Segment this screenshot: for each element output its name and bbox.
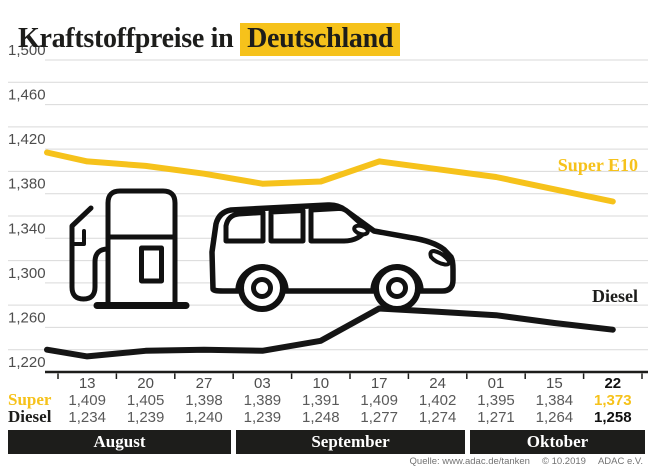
diesel-price-row: Diesel 1,234 1,239 1,240 1,239 1,248 1,277 1,2… — [0, 407, 650, 427]
diesel-price-value: 1,264 — [535, 409, 574, 426]
super-price-value: 1,409 — [68, 392, 106, 409]
super-e10-series-label: Super E10 — [558, 155, 638, 175]
y-tick-label: 1,260 — [8, 309, 46, 326]
y-tick-label: 1,340 — [8, 220, 46, 237]
super-price-value: 1,409 — [360, 392, 398, 409]
month-band-oktober: Oktober — [470, 430, 645, 454]
x-date-label: 20 — [137, 375, 154, 392]
diesel-price-value: 1,274 — [418, 409, 457, 426]
x-date-label: 13 — [78, 375, 96, 392]
month-band-august: August — [8, 430, 231, 454]
y-tick-label: 1,500 — [8, 42, 46, 59]
y-tick-label: 1,460 — [8, 87, 46, 104]
diesel-price-value: 1,271 — [477, 409, 515, 426]
super-price-value: 1,395 — [477, 392, 515, 409]
y-tick-label: 1,300 — [8, 265, 46, 282]
x-date-label: 24 — [429, 375, 446, 392]
super-price-value: 1,405 — [126, 392, 165, 409]
super-price-value: 1,402 — [418, 392, 457, 409]
source-text: Quelle: www.adac.de/tanken — [409, 456, 530, 467]
super-row-label: Super — [8, 390, 52, 409]
super-e10-line — [44, 149, 616, 205]
x-date-label: 03 — [254, 375, 271, 392]
diesel-row-label: Diesel — [8, 407, 52, 426]
x-date-label: 17 — [370, 375, 388, 392]
price-line-chart: 1,500 1,460 1,420 1,380 1,340 1,300 1,260 1,220 — [8, 42, 648, 379]
super-price-value: 1,389 — [243, 392, 282, 409]
super-price-value: 1,391 — [302, 392, 340, 409]
source-footer: Quelle: www.adac.de/tanken © 10.2019 ADA… — [410, 456, 643, 467]
page-title: Kraftstoffpreise in Deutschland — [18, 22, 401, 56]
title-highlight: Deutschland — [240, 22, 401, 56]
diesel-price-value: 1,248 — [302, 409, 340, 426]
diesel-price-value: 1,239 — [243, 409, 282, 426]
super-price-value: 1,398 — [185, 392, 223, 409]
series-lines — [44, 149, 616, 360]
x-date-label: 10 — [312, 375, 330, 392]
x-date-label: 01 — [487, 375, 505, 392]
y-tick-label: 1,420 — [8, 131, 46, 148]
diesel-line — [44, 305, 616, 360]
super-price-row: Super 1,409 1,405 1,398 1,389 1,391 1,409 1,40… — [0, 390, 650, 410]
organization: ADAC e.V. — [597, 456, 643, 467]
copyright-date: © 10.2019 — [541, 456, 586, 467]
x-axis — [45, 370, 648, 379]
month-band-september: September — [236, 430, 465, 454]
y-axis-labels: 1,500 1,460 1,420 1,380 1,340 1,300 1,260 1,220 — [8, 42, 46, 371]
date-labels-row: 13 20 27 03 10 17 24 01 15 22 — [0, 376, 650, 392]
x-date-label: 27 — [195, 375, 213, 392]
fuel-pump-icon — [69, 188, 190, 309]
diesel-price-value: 1,258 — [594, 409, 632, 426]
diesel-price-value: 1,239 — [126, 409, 165, 426]
title-prefix: Kraftstoffpreise in — [18, 22, 241, 54]
car-icon — [209, 202, 456, 312]
super-price-value: 1,373 — [594, 392, 632, 409]
x-date-label: 15 — [546, 375, 563, 392]
y-tick-label: 1,220 — [8, 354, 46, 371]
month-bands-row: August September Oktober — [0, 430, 650, 454]
x-date-label: 22 — [604, 375, 622, 392]
super-price-value: 1,384 — [535, 392, 574, 409]
diesel-series-label: Diesel — [592, 286, 638, 306]
diesel-price-value: 1,234 — [68, 409, 106, 426]
diesel-price-value: 1,277 — [360, 409, 398, 426]
y-tick-label: 1,380 — [8, 176, 46, 193]
diesel-price-value: 1,240 — [185, 409, 223, 426]
